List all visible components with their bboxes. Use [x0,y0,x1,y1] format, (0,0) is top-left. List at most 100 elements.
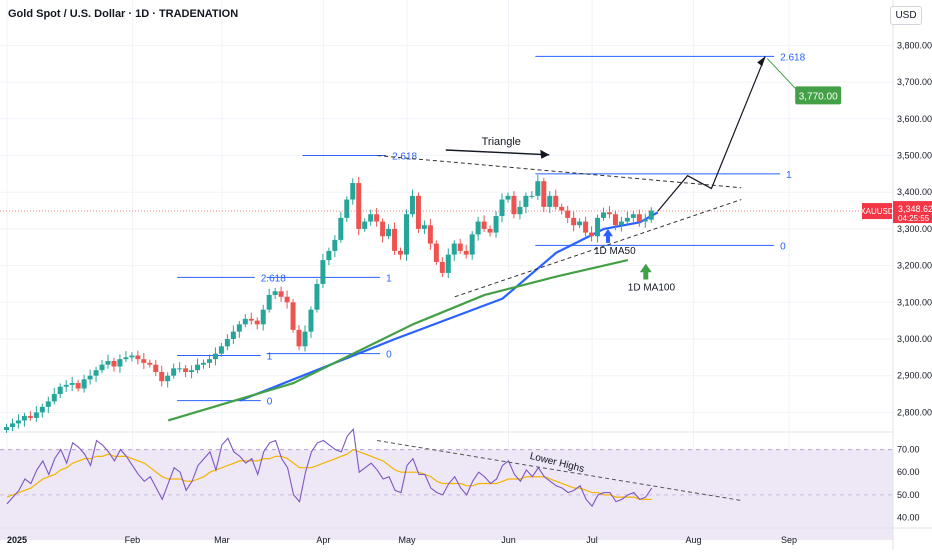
candle [272,287,278,299]
currency-button[interactable]: USD [890,6,922,25]
candle [153,359,159,377]
candle-body [99,364,105,371]
candle-body [636,214,642,222]
candle-body [129,355,135,358]
symbol-badge [862,203,892,220]
candle [33,406,39,422]
candle-body [260,309,266,325]
projection-arrowhead [757,56,766,67]
candle-body [218,346,224,354]
candle [320,253,326,288]
candle-body [254,320,260,325]
rsi-band [0,449,893,541]
candle-body [398,250,404,255]
candle-body [601,212,606,218]
candle [171,363,177,379]
candle [606,206,612,219]
candle-body [433,243,439,262]
fibonacci-levels: 2.618 1 0 2.618 2.618 1 0 1 0 [177,52,806,408]
candle-body [183,368,189,373]
triangle-upper-line [377,155,742,189]
candle-body [69,383,75,385]
price-tick-label: 3,100.00 [897,297,932,307]
candle [159,365,165,387]
price-tick-label: 3,300.00 [897,224,932,234]
candle-body [541,181,547,207]
price-tick-label: 3,400.00 [897,187,932,197]
candle-body [290,302,296,330]
candle [529,191,535,199]
candle-body [81,379,87,389]
candle [583,216,589,237]
fib-2618-a-label: 2.618 [392,152,417,163]
candle [206,354,212,368]
candle [4,423,9,433]
rsi-line [6,427,653,508]
candle [254,317,260,330]
candle-body [374,214,380,222]
candle [314,279,320,313]
candle-body [206,359,212,363]
candle-body [618,221,624,226]
candle [117,354,123,373]
candle-body [427,225,433,244]
candle [565,205,571,224]
candle-body [559,206,565,211]
candle-body [392,228,398,251]
candle-body [523,195,529,207]
candle-body [529,195,535,197]
candle-body [87,375,93,380]
candle [15,414,21,429]
candle [481,215,487,232]
time-tick-label: Sep [781,535,797,545]
candle [230,325,236,345]
candle [27,411,33,421]
candle [266,288,272,313]
candle [99,359,105,374]
candle [601,207,606,221]
candle [183,365,189,378]
candle [69,376,75,392]
candle [296,325,302,351]
rsi-tick-label: 60.00 [897,467,920,477]
candle [141,352,147,370]
candle [445,248,451,279]
candle-body [57,386,63,395]
candle-body [589,232,595,237]
candle [642,213,648,228]
price-badge-countdown: 04:25:55 [898,214,930,223]
candle-body [624,217,630,222]
candle-body [15,420,21,424]
candle-body [547,195,553,207]
candle [332,235,338,258]
candle [81,374,87,393]
ma100-arrow [639,263,652,280]
candle-body [248,318,254,321]
candle [559,203,565,215]
candle-body [595,217,601,237]
candle-body [159,372,165,382]
candle [553,189,559,210]
candle [589,226,595,242]
candle-body [93,370,99,376]
candle [224,334,230,351]
price-tick-label: 3,500.00 [897,151,932,161]
candle [344,196,350,222]
candle [427,218,433,250]
candle [63,380,69,392]
candle [236,321,242,338]
candle [451,240,457,261]
candle [105,354,111,369]
candle-body [302,331,308,347]
candle [511,191,517,219]
triangle-arrowhead [540,149,550,159]
trendlines [0,155,893,298]
candle-body [296,329,302,347]
candle-body [505,195,511,200]
candle [630,210,636,222]
ma100-line [167,259,629,422]
candle-body [195,364,201,371]
candle-body [111,361,117,367]
price-tick-label: 3,800.00 [897,40,932,50]
ma50-label: 1D MA50 [594,246,636,257]
